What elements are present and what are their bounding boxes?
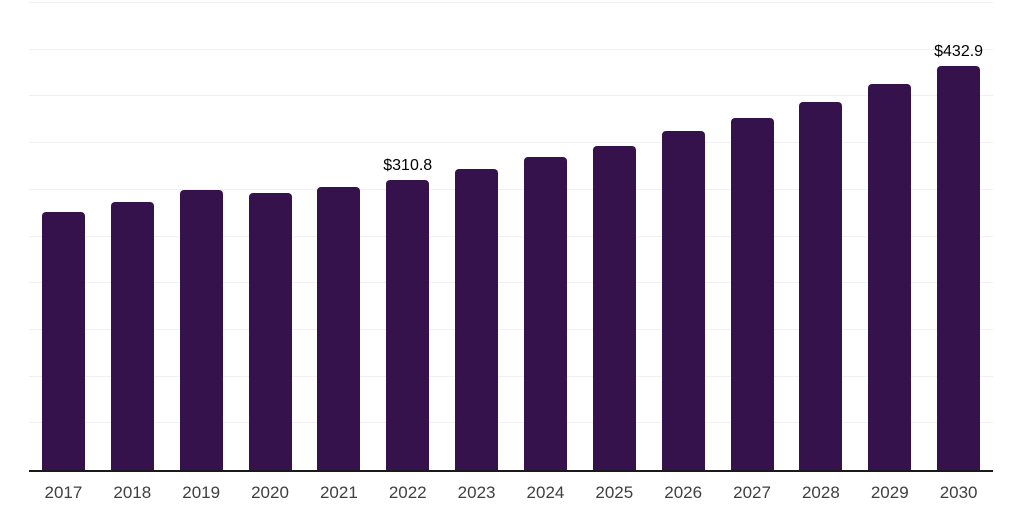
gridline-450 <box>29 48 993 50</box>
bar-slot-2025 <box>580 3 649 470</box>
x-axis-label-2028: 2028 <box>801 483 840 502</box>
gridline-250 <box>29 235 993 237</box>
bar-value-label-2030: $432.9 <box>934 42 984 60</box>
gridline-400 <box>29 95 993 97</box>
x-axis-line <box>29 470 993 472</box>
bar-slot-2027 <box>718 3 787 470</box>
gridlines-layer <box>29 2 993 470</box>
gridline-350 <box>29 142 993 144</box>
plot-area: $310.8 $432.9 <box>29 2 993 472</box>
bar-slot-2018 <box>98 3 167 470</box>
gridline-100 <box>29 375 993 377</box>
gridline-50 <box>29 422 993 424</box>
x-axis-labels: 2017 2018 2019 2020 2021 2022 2023 2024 2025 2026… <box>29 472 993 503</box>
bar-slot-2019 <box>167 3 236 470</box>
bar-2030[interactable] <box>937 65 981 470</box>
gridline-300 <box>29 188 993 190</box>
x-axis-label-2029: 2029 <box>870 483 909 502</box>
bar-slot-2030: $432.9 <box>924 3 993 470</box>
x-axis-label-2030: 2030 <box>939 483 978 502</box>
bar-slot-2026 <box>649 3 718 470</box>
bar-2026[interactable] <box>661 130 705 470</box>
bar-slot-2017 <box>29 3 98 470</box>
bar-2020[interactable] <box>248 192 292 470</box>
bar-2023[interactable] <box>455 169 499 470</box>
x-axis-label-2025: 2025 <box>595 483 634 502</box>
bar-2029[interactable] <box>868 84 912 470</box>
bar-2028[interactable] <box>799 102 843 470</box>
bar-slot-2022: $310.8 <box>373 3 442 470</box>
bar-slot-2021 <box>304 3 373 470</box>
bar-2022[interactable] <box>386 179 430 470</box>
gridline-500 <box>29 2 993 3</box>
bar-2025[interactable] <box>592 145 636 470</box>
gridline-150 <box>29 328 993 330</box>
bar-2024[interactable] <box>523 157 567 470</box>
bar-slot-2029 <box>855 3 924 470</box>
bar-slot-2028 <box>786 3 855 470</box>
bar-slot-2023 <box>442 3 511 470</box>
x-axis-label-2021: 2021 <box>319 483 358 502</box>
bar-2021[interactable] <box>317 187 361 470</box>
x-axis-label-2027: 2027 <box>733 483 771 502</box>
bar-2017[interactable] <box>41 212 85 470</box>
bars-layer: $310.8 $432.9 <box>29 3 993 470</box>
bar-slot-2024 <box>511 3 580 470</box>
bar-2019[interactable] <box>179 189 223 470</box>
gridline-200 <box>29 282 993 284</box>
bar-2027[interactable] <box>730 117 774 470</box>
x-axis-label-2024: 2024 <box>526 483 565 502</box>
bar-2018[interactable] <box>110 201 154 470</box>
x-axis-label-2026: 2026 <box>664 483 703 502</box>
x-axis-label-2019: 2019 <box>182 483 221 502</box>
bar-slot-2020 <box>236 3 305 470</box>
x-axis-label-2022: 2022 <box>388 483 427 502</box>
x-axis-label-2020: 2020 <box>251 483 289 502</box>
bar-value-label-2022: $310.8 <box>383 156 433 174</box>
x-axis-label-2018: 2018 <box>113 483 152 502</box>
x-axis-label-2023: 2023 <box>457 483 496 502</box>
x-axis-label-2017: 2017 <box>44 483 83 502</box>
